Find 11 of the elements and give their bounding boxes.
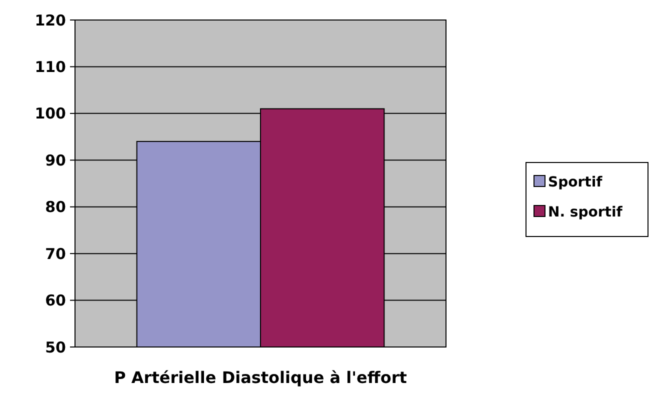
y-tick-label: 60: [45, 292, 66, 310]
y-tick-label: 50: [45, 338, 66, 356]
y-tick-label: 120: [34, 11, 66, 30]
y-tick-label: 100: [34, 104, 66, 123]
y-tick-label: 70: [45, 244, 66, 263]
y-tick-label: 90: [45, 151, 66, 170]
y-tick-label: 110: [34, 58, 66, 76]
legend-label: N. sportif: [548, 204, 624, 220]
x-tick-label: P Artérielle Diastolique à l'effort: [114, 368, 408, 387]
legend-label: Sportif: [548, 174, 604, 190]
y-tick-label: 80: [45, 198, 66, 216]
